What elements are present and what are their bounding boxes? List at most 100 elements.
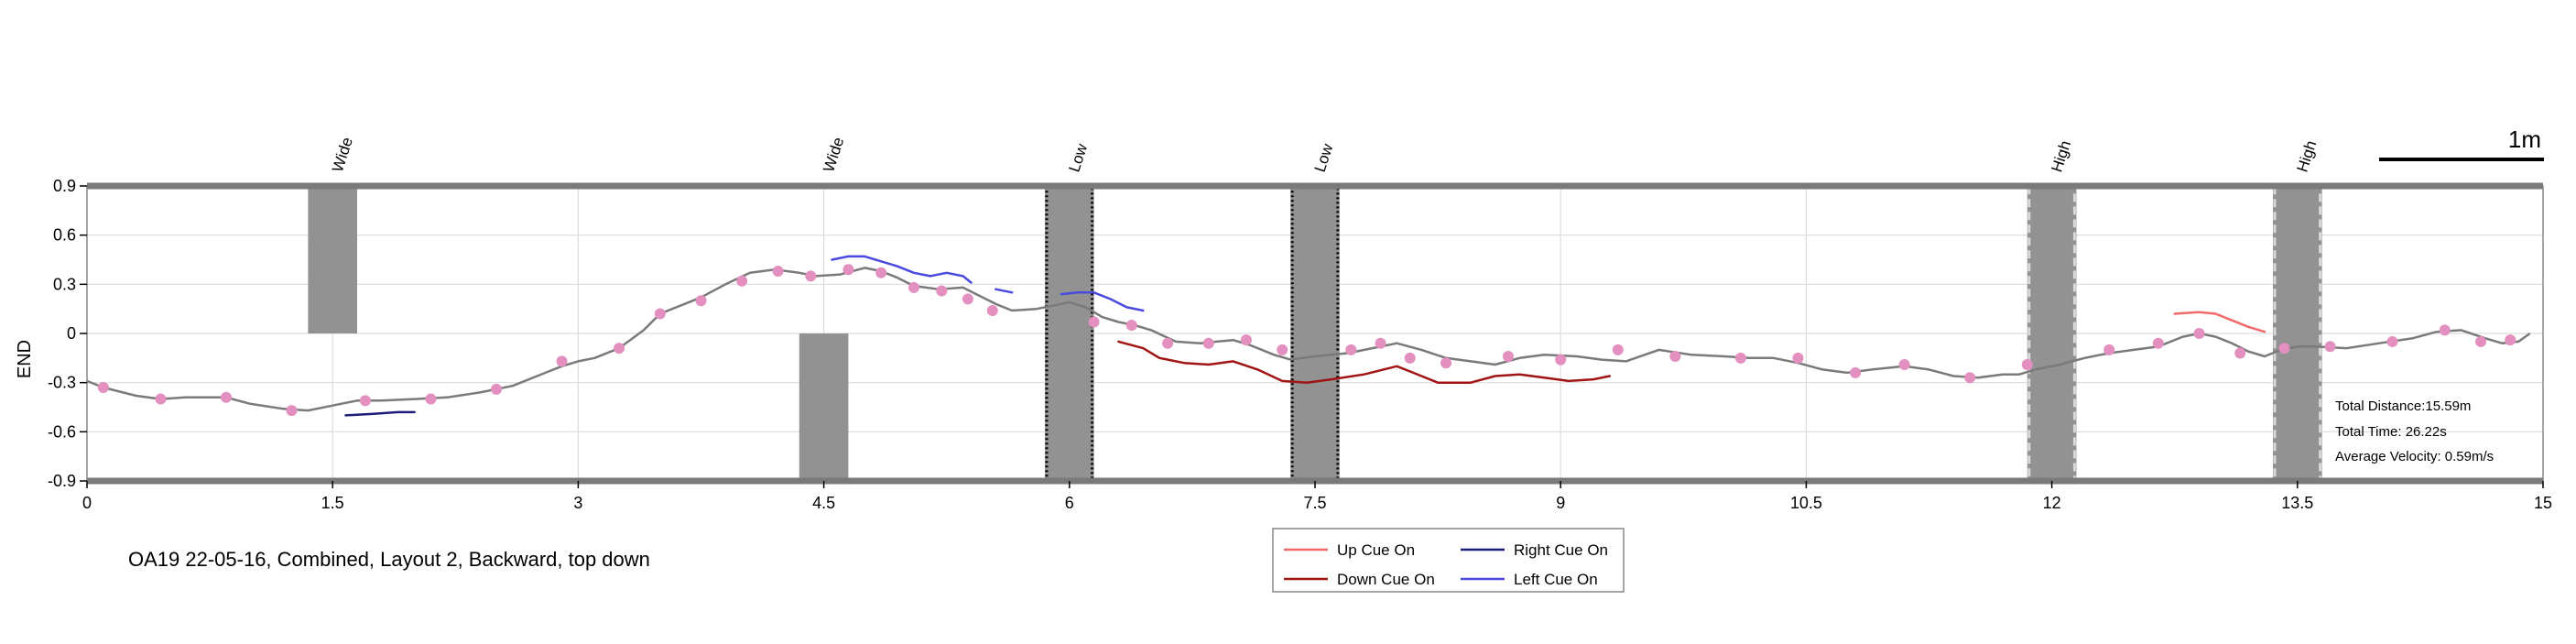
average-velocity-text: Average Velocity: 0.59m/s <box>2335 449 2494 464</box>
series-left-cue-on <box>995 288 1014 294</box>
chart-caption: OA19 22-05-16, Combined, Layout 2, Backw… <box>128 548 650 571</box>
path-marker <box>1277 344 1288 355</box>
y-tick-label: 0.6 <box>53 226 76 245</box>
x-tick-label: 7.5 <box>1303 494 1326 512</box>
path-marker <box>1162 337 1174 349</box>
series-up-cue-on <box>2173 311 2266 333</box>
y-tick-label: 0.3 <box>53 275 76 293</box>
x-tick-label: 9 <box>1556 494 1565 512</box>
path-marker <box>155 393 167 405</box>
path-marker <box>1502 351 1514 363</box>
path-marker <box>1345 344 1357 355</box>
path-marker <box>1964 372 1976 384</box>
path-marker <box>2324 341 2336 353</box>
obstacle-wide-1 <box>799 333 849 481</box>
scale-bar: 1m <box>2379 126 2544 161</box>
path-marker <box>772 266 784 278</box>
path-marker <box>614 343 625 355</box>
path-marker <box>2505 334 2516 346</box>
path-marker <box>936 285 948 297</box>
path-marker <box>2152 337 2164 349</box>
path-marker <box>491 383 502 395</box>
series-left-cue-on <box>1060 291 1145 312</box>
path-marker <box>842 264 854 276</box>
path-marker <box>2234 347 2246 359</box>
path-marker <box>1555 354 1567 366</box>
path-marker <box>2103 344 2115 355</box>
path-marker <box>736 275 748 287</box>
path-marker <box>1440 357 1452 369</box>
y-tick-label: -0.3 <box>48 374 76 392</box>
path-marker <box>286 405 298 417</box>
legend: Up Cue On Right Cue On Down Cue On Left Cue… <box>1272 528 1625 593</box>
path-marker <box>425 393 437 405</box>
path-marker <box>1850 366 1862 378</box>
path-marker <box>986 304 998 316</box>
scale-bar-label: 1m <box>2508 126 2541 153</box>
x-tick-label: 3 <box>573 494 582 512</box>
obstacle-label: Wide <box>820 136 847 175</box>
y-tick-label: 0 <box>67 324 76 343</box>
path-line <box>86 267 2531 412</box>
stats-box: Total Distance:15.59m Total Time: 26.22s… <box>2335 398 2494 464</box>
legend-label: Left Cue On <box>1514 571 1598 588</box>
path-markers <box>97 264 2516 417</box>
path-marker <box>359 395 371 407</box>
legend-box <box>1272 528 1625 593</box>
series-down-cue-on <box>1117 340 1612 384</box>
path-marker <box>805 270 817 282</box>
path-marker <box>875 267 887 278</box>
obstacle-outline-2 <box>1045 186 1094 481</box>
y-axis-label: END <box>15 340 35 378</box>
path-marker <box>1669 351 1681 363</box>
path-marker <box>1792 352 1804 364</box>
path-marker <box>1612 344 1624 355</box>
y-tick-label: 0.9 <box>53 177 76 195</box>
path-marker <box>1202 337 1214 349</box>
y-tick-label: -0.9 <box>48 472 76 490</box>
path-marker <box>1125 320 1137 332</box>
path-marker <box>695 295 707 307</box>
path-marker <box>908 281 919 293</box>
x-tick-label: 1.5 <box>321 494 344 512</box>
path-marker <box>1898 358 1910 370</box>
obstacle-wide-0 <box>308 186 358 333</box>
x-tick-label: 10.5 <box>1790 494 1822 512</box>
axis-ticks: 0 1.5 3 4.5 6 7.5 9 10.5 12 13.5 15 0.9 0.6 0.3 0 -0.3 -… <box>48 177 2552 512</box>
obstacle-high-5 <box>2272 186 2322 481</box>
path-marker <box>1240 334 1252 346</box>
legend-label: Up Cue On <box>1337 541 1415 559</box>
legend-label: Right Cue On <box>1514 541 1608 559</box>
path-marker <box>1734 352 1746 364</box>
path-marker <box>2475 335 2487 347</box>
x-tick-label: 13.5 <box>2281 494 2313 512</box>
obstacle-label: Wide <box>329 136 356 175</box>
x-tick-label: 4.5 <box>812 494 835 512</box>
series-right-cue-on <box>344 410 416 417</box>
path-marker <box>2386 335 2398 347</box>
obstacle-label: Low <box>1066 141 1092 174</box>
walking-path <box>86 267 2531 412</box>
obstacle-label: High <box>2294 138 2321 174</box>
obstacle-low-2 <box>1044 186 1094 481</box>
path-marker <box>2021 358 2033 370</box>
obstacle-label: Low <box>1311 141 1337 174</box>
series-left-cue-on <box>831 255 973 284</box>
obstacle-label: High <box>2048 138 2074 174</box>
path-marker <box>2439 324 2451 336</box>
obstacle-labels: Wide Wide Low Low High High <box>329 136 2320 175</box>
path-marker <box>1375 337 1386 349</box>
path-marker <box>1088 316 1100 328</box>
total-distance-text: Total Distance:15.59m <box>2335 398 2471 414</box>
path-marker <box>220 391 232 403</box>
path-marker <box>2278 343 2290 355</box>
path-marker <box>2193 328 2205 339</box>
total-time-text: Total Time: 26.22s <box>2335 424 2447 440</box>
path-marker <box>654 308 666 320</box>
path-marker <box>556 355 568 367</box>
obstacle-low-3 <box>1290 186 1340 481</box>
legend-label: Down Cue On <box>1337 571 1435 588</box>
path-marker <box>962 293 973 305</box>
x-tick-label: 12 <box>2043 494 2061 512</box>
